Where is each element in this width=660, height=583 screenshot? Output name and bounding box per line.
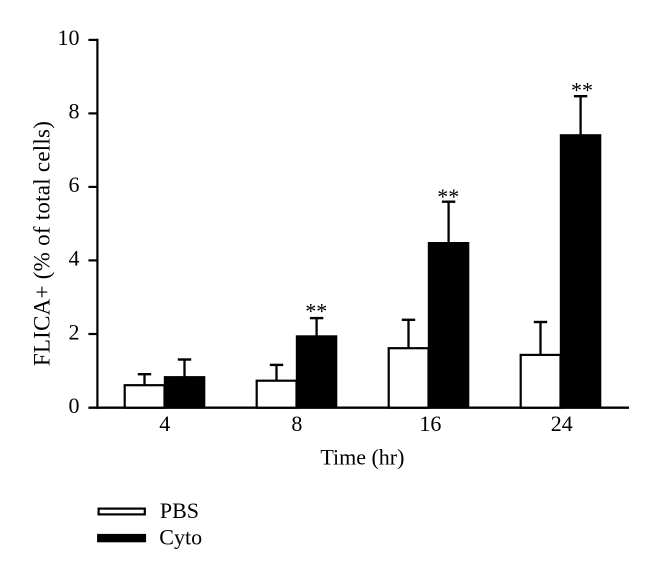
svg-text:16: 16 — [419, 411, 441, 436]
svg-text:2: 2 — [69, 319, 80, 344]
svg-text:**: ** — [437, 184, 459, 209]
svg-text:8: 8 — [69, 99, 80, 124]
svg-text:4: 4 — [69, 246, 80, 271]
svg-text:24: 24 — [551, 411, 573, 436]
svg-text:0: 0 — [69, 393, 80, 418]
svg-text:**: ** — [305, 299, 327, 324]
svg-text:Cyto: Cyto — [159, 525, 202, 550]
svg-text:PBS: PBS — [160, 498, 199, 523]
svg-text:8: 8 — [291, 411, 302, 436]
svg-text:4: 4 — [159, 411, 170, 436]
svg-text:6: 6 — [69, 172, 80, 197]
svg-text:10: 10 — [58, 25, 80, 50]
svg-text:FLICA+ (% of total cells): FLICA+ (% of total cells) — [30, 121, 55, 366]
svg-text:Time (hr): Time (hr) — [320, 444, 404, 469]
svg-text:**: ** — [571, 78, 593, 103]
